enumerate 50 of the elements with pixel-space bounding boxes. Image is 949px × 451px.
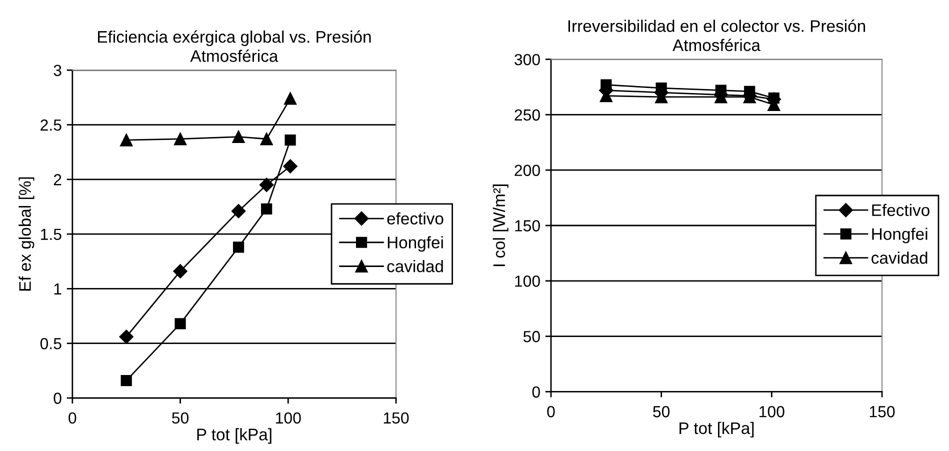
point xyxy=(120,134,133,146)
y-tick-label: 150 xyxy=(515,220,540,232)
y-tick-label: 0.5 xyxy=(40,338,62,350)
point xyxy=(260,132,273,146)
legend-label: Efectivo xyxy=(872,204,930,216)
x-tick-label: 0 xyxy=(68,412,76,424)
y-tick-label: 50 xyxy=(523,330,540,342)
legend-label: Hongfei xyxy=(872,228,928,244)
x-tick-label: 50 xyxy=(172,412,189,424)
legend-label: cavidad xyxy=(387,260,443,272)
point xyxy=(173,264,188,278)
legend-label: Hongfei xyxy=(388,236,443,252)
legend-label: efectivo xyxy=(387,212,444,225)
point xyxy=(174,132,187,146)
y-axis-title: I col [W/m²] xyxy=(492,184,508,266)
x-tick-label: 100 xyxy=(276,412,301,424)
chart-title: Eficiencia exérgica global vs. Presión Atmosférica xyxy=(98,30,371,62)
x-tick-label: 100 xyxy=(760,406,784,418)
y-tick-label: 250 xyxy=(514,109,540,121)
chart-title: Irreversibilidad en el colector vs. Presión Atmosférica xyxy=(568,20,866,52)
y-tick-label: 200 xyxy=(514,164,540,176)
point xyxy=(261,203,272,214)
point xyxy=(174,318,186,330)
x-tick-label: 0 xyxy=(547,406,555,418)
point xyxy=(259,178,274,192)
point xyxy=(284,134,296,146)
point xyxy=(232,130,245,144)
point xyxy=(284,92,297,105)
point xyxy=(119,330,134,344)
point xyxy=(283,159,298,174)
x-tick-label: 150 xyxy=(384,412,409,424)
point xyxy=(600,79,612,90)
y-tick-label: 100 xyxy=(515,276,540,287)
point xyxy=(120,374,132,386)
y-tick-label: 1 xyxy=(54,284,62,295)
y-tick-label: 0 xyxy=(54,392,62,404)
x-axis-title: P tot [kPa] xyxy=(197,428,272,444)
x-axis-title: P tot [kPa] xyxy=(680,422,754,438)
y-tick-label: 3 xyxy=(54,64,62,76)
point xyxy=(232,242,244,253)
y-tick-label: 1.5 xyxy=(41,228,62,240)
x-tick-label: 150 xyxy=(870,406,895,418)
y-tick-label: 300 xyxy=(514,54,540,66)
x-tick-label: 50 xyxy=(653,406,670,418)
y-tick-label: 2.5 xyxy=(40,119,62,131)
y-tick-label: 0 xyxy=(532,386,540,398)
y-axis-title: Ef ex global [%] xyxy=(18,177,34,291)
legend-label: cavidad xyxy=(872,252,928,264)
point xyxy=(231,204,246,218)
y-tick-label: 2 xyxy=(54,174,62,186)
